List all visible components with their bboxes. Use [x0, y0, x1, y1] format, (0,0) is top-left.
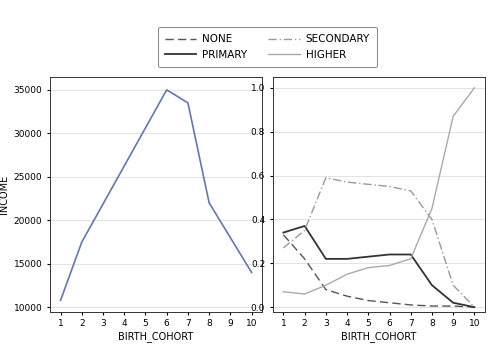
Y-axis label: INCOME: INCOME: [0, 175, 10, 214]
X-axis label: BIRTH_COHORT: BIRTH_COHORT: [342, 331, 416, 342]
X-axis label: BIRTH_COHORT: BIRTH_COHORT: [118, 331, 194, 342]
Legend: NONE, PRIMARY, SECONDARY, HIGHER: NONE, PRIMARY, SECONDARY, HIGHER: [158, 27, 378, 67]
